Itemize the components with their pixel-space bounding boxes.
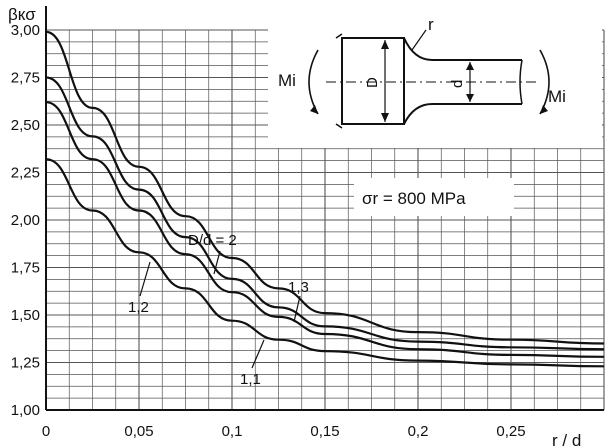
y-tick-label: 3,00 (11, 22, 40, 39)
y-tick-label: 2,25 (11, 165, 40, 182)
leader-d-d-2 (213, 250, 221, 275)
x-tick-labels: 0 0,05 0,1 0,15 0,2 0,25 (42, 423, 526, 440)
moment-left-label: Mi (278, 71, 296, 90)
y-tick-label: 1,00 (11, 402, 40, 419)
y-tick-label: 2,75 (11, 70, 40, 87)
y-tick-label: 2,50 (11, 117, 40, 134)
y-tick-label: 1,25 (11, 355, 40, 372)
leader-1-1 (251, 339, 265, 369)
series-line-0 (45, 30, 605, 345)
series-lines (45, 30, 605, 368)
big-diameter-label: D (364, 77, 381, 88)
radius-label: r (428, 15, 434, 34)
series-line-1 (45, 76, 605, 351)
x-tick-label: 0,2 (408, 423, 429, 440)
y-tick-label: 1,75 (11, 260, 40, 277)
moment-right-label: Mi (548, 87, 566, 106)
x-tick-label: 0 (42, 423, 50, 440)
x-tick-label: 0,1 (222, 423, 243, 440)
annotation-box (354, 178, 514, 216)
x-tick-label: 0,15 (310, 423, 339, 440)
series-label-1-2: 1,2 (128, 299, 149, 316)
leader-1-2 (139, 261, 151, 297)
shaft-upper-fillet (403, 37, 522, 61)
series-label-1-1: 1,1 (240, 371, 261, 388)
axes (45, 6, 604, 411)
series-line-3 (45, 158, 605, 368)
series-line-2 (45, 101, 605, 358)
x-tick-label: 0,05 (124, 423, 153, 440)
x-axis-label: r / d (552, 431, 581, 447)
shaft-lower-fillet (403, 103, 522, 125)
y-axis-label: βкσ (8, 5, 36, 24)
x-tick-label: 0,25 (496, 423, 525, 440)
series-label-1-3: 1,3 (288, 279, 309, 296)
series-label-d-d-2: D/d = 2 (188, 232, 237, 249)
radius-leader (411, 29, 427, 51)
annotation-text: σr = 800 MPa (362, 189, 466, 208)
y-tick-label: 2,00 (11, 212, 40, 229)
y-tick-labels: 1,00 1,25 1,50 1,75 2,00 2,25 2,50 2,75 3,00 (11, 22, 40, 419)
shaft-inset: D d r Mi Mi (268, 8, 602, 148)
small-diameter-label: d (449, 80, 466, 88)
leader-1-3 (293, 295, 301, 323)
y-tick-label: 1,50 (11, 307, 40, 324)
